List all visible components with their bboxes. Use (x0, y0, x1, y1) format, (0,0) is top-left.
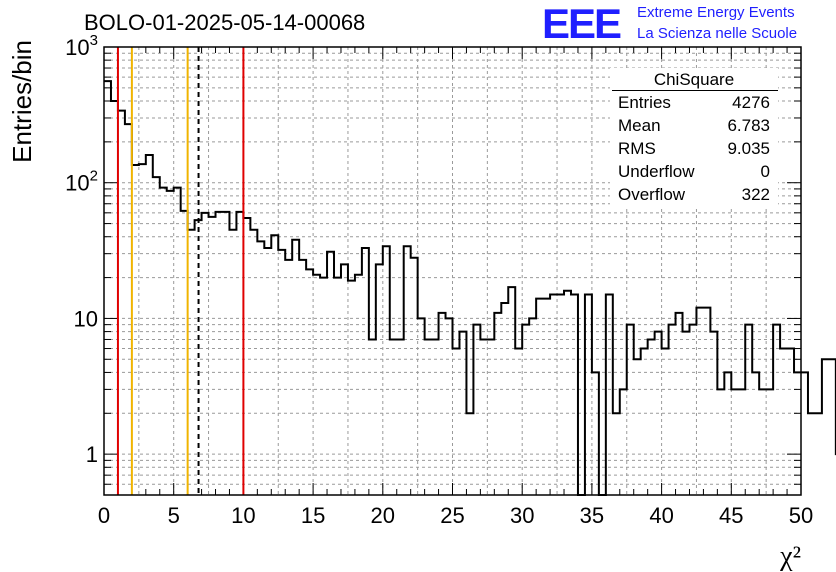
x-tick-label: 5 (168, 503, 180, 528)
stats-value: 322 (741, 185, 770, 204)
y-tick-label: 102 (65, 168, 98, 196)
stats-key: Underflow (618, 162, 695, 181)
statistics-box: ChiSquare Entries 4276 Mean 6.783 RMS 9.… (610, 68, 778, 208)
y-axis-title: Entries/bin (7, 40, 37, 163)
histogram-series (104, 80, 836, 496)
stats-value: 0 (760, 162, 770, 181)
stats-value: 6.783 (727, 116, 770, 135)
x-tick-label: 0 (98, 503, 110, 528)
stats-key: Overflow (618, 185, 686, 204)
x-tick-label: 50 (789, 503, 813, 528)
stats-value: 9.035 (727, 139, 770, 158)
plot-frame (103, 46, 802, 496)
stats-box-divider (612, 90, 778, 91)
stats-value: 4276 (732, 93, 770, 112)
x-tick-label: 15 (301, 503, 325, 528)
y-tick-label: 10 (74, 306, 98, 331)
stats-key: Entries (618, 93, 671, 112)
logo-caption-line2: La Scienza nelle Scuole (637, 25, 798, 42)
stats-box-title: ChiSquare (653, 70, 735, 89)
x-tick-label: 10 (231, 503, 255, 528)
x-tick-label: 40 (649, 503, 673, 528)
stats-key: Mean (618, 116, 661, 135)
eee-logo: EEE (542, 0, 622, 47)
x-axis-title: χ² (779, 541, 801, 572)
y-tick-label: 1 (86, 442, 98, 467)
logo-caption-line1: Extreme Energy Events (637, 4, 795, 21)
plot-title: BOLO-01-2025-05-14-00068 (84, 10, 366, 35)
x-tick-label: 35 (580, 503, 604, 528)
x-tick-label: 25 (440, 503, 464, 528)
y-tick-label: 103 (65, 32, 98, 60)
x-tick-label: 45 (719, 503, 743, 528)
stats-key: RMS (618, 139, 656, 158)
x-tick-label: 30 (510, 503, 534, 528)
x-tick-label: 20 (371, 503, 395, 528)
